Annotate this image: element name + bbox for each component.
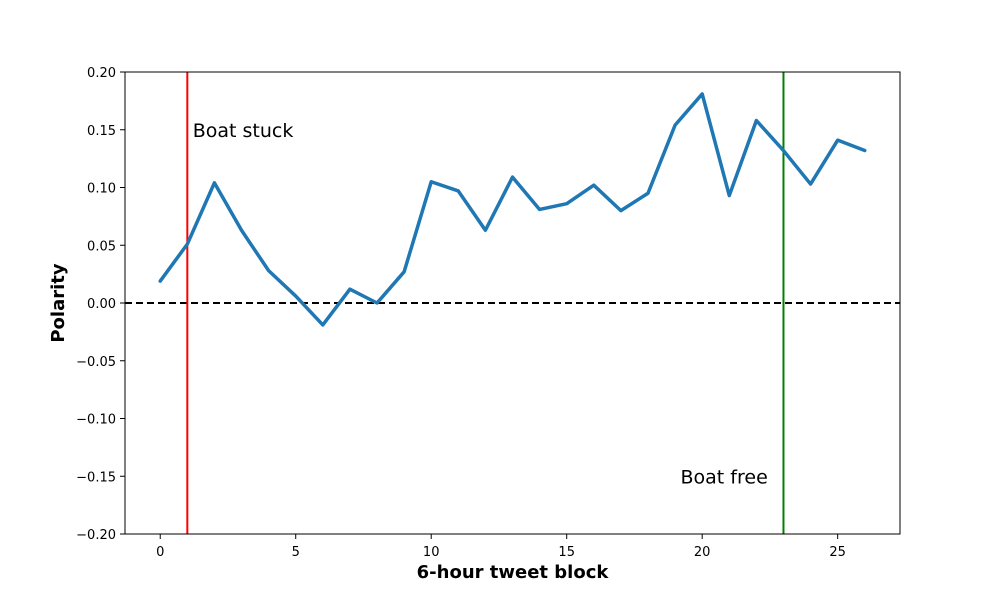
plot-area <box>125 72 900 534</box>
x-tick-label: 15 <box>558 545 575 560</box>
x-tick-label: 25 <box>829 545 846 560</box>
y-tick-label: 0.20 <box>87 66 116 81</box>
y-tick-label: 0.15 <box>87 124 116 139</box>
x-tick-label: 20 <box>694 545 711 560</box>
y-tick-label: 0.05 <box>87 239 116 254</box>
x-tick-label: 5 <box>292 545 300 560</box>
y-axis-title: Polarity <box>48 263 69 343</box>
y-tick-label: 0.10 <box>87 182 116 197</box>
annotations: Boat stuck Boat free <box>193 120 768 489</box>
boat-free-annotation: Boat free <box>681 466 768 488</box>
y-tick-label: −0.10 <box>76 413 116 428</box>
x-tick-label: 0 <box>156 545 164 560</box>
polarity-series-line <box>158 92 867 327</box>
y-tick-label: 0.00 <box>87 297 116 312</box>
x-tick-label: 10 <box>423 545 440 560</box>
y-tick-label: −0.20 <box>76 528 116 543</box>
ticks: 0 5 10 15 20 25 −0.20 −0.15 −0.10 −0.05 0.00 0.05 0.… <box>76 66 846 560</box>
boat-stuck-annotation: Boat stuck <box>193 120 294 142</box>
y-tick-label: −0.05 <box>76 355 116 370</box>
y-tick-label: −0.15 <box>76 470 116 485</box>
x-axis-title: 6-hour tweet block <box>417 562 610 583</box>
